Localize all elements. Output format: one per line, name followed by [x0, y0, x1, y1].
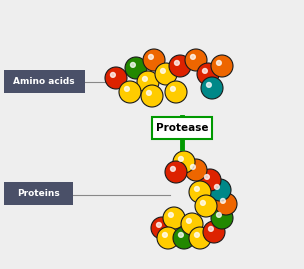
Circle shape — [147, 90, 151, 95]
Circle shape — [148, 55, 153, 59]
Circle shape — [119, 81, 141, 103]
Circle shape — [186, 218, 191, 223]
Circle shape — [189, 181, 211, 203]
Circle shape — [203, 221, 225, 243]
Circle shape — [195, 195, 217, 217]
Circle shape — [141, 85, 163, 107]
Circle shape — [201, 77, 223, 99]
Circle shape — [181, 213, 203, 235]
Text: Amino acids: Amino acids — [13, 76, 75, 86]
Circle shape — [143, 49, 165, 71]
FancyBboxPatch shape — [4, 69, 85, 93]
Circle shape — [202, 69, 207, 73]
Circle shape — [125, 87, 129, 91]
Circle shape — [168, 213, 173, 217]
Circle shape — [215, 193, 237, 215]
Circle shape — [220, 199, 225, 203]
Circle shape — [178, 232, 183, 237]
Circle shape — [155, 63, 177, 85]
Circle shape — [209, 179, 231, 201]
Circle shape — [125, 57, 147, 79]
Text: Proteins: Proteins — [17, 189, 59, 197]
Circle shape — [165, 81, 187, 103]
Circle shape — [157, 222, 161, 227]
Circle shape — [205, 175, 209, 179]
Circle shape — [165, 161, 187, 183]
Circle shape — [157, 227, 179, 249]
Circle shape — [178, 157, 183, 161]
Circle shape — [206, 83, 211, 87]
Circle shape — [174, 61, 179, 65]
Circle shape — [161, 69, 165, 73]
FancyBboxPatch shape — [4, 182, 72, 204]
Circle shape — [215, 185, 219, 189]
Circle shape — [189, 227, 211, 249]
Circle shape — [130, 62, 135, 67]
Circle shape — [143, 76, 147, 81]
Circle shape — [216, 213, 221, 217]
Circle shape — [191, 165, 195, 169]
Circle shape — [163, 207, 185, 229]
Circle shape — [171, 87, 175, 91]
Circle shape — [151, 217, 173, 239]
Circle shape — [105, 67, 127, 89]
Circle shape — [211, 55, 233, 77]
Circle shape — [199, 169, 221, 191]
Circle shape — [201, 200, 205, 205]
Circle shape — [197, 63, 219, 85]
Text: Protease: Protease — [156, 123, 208, 133]
Circle shape — [169, 55, 191, 77]
Circle shape — [173, 151, 195, 173]
Circle shape — [195, 186, 199, 191]
Circle shape — [171, 167, 175, 171]
Circle shape — [191, 55, 195, 59]
Circle shape — [209, 226, 213, 231]
Circle shape — [195, 232, 199, 237]
FancyBboxPatch shape — [152, 117, 212, 139]
Circle shape — [211, 207, 233, 229]
Circle shape — [173, 227, 195, 249]
Circle shape — [185, 159, 207, 181]
Circle shape — [216, 61, 221, 65]
Circle shape — [137, 71, 159, 93]
Circle shape — [110, 73, 115, 77]
Circle shape — [185, 49, 207, 71]
Circle shape — [163, 232, 167, 237]
